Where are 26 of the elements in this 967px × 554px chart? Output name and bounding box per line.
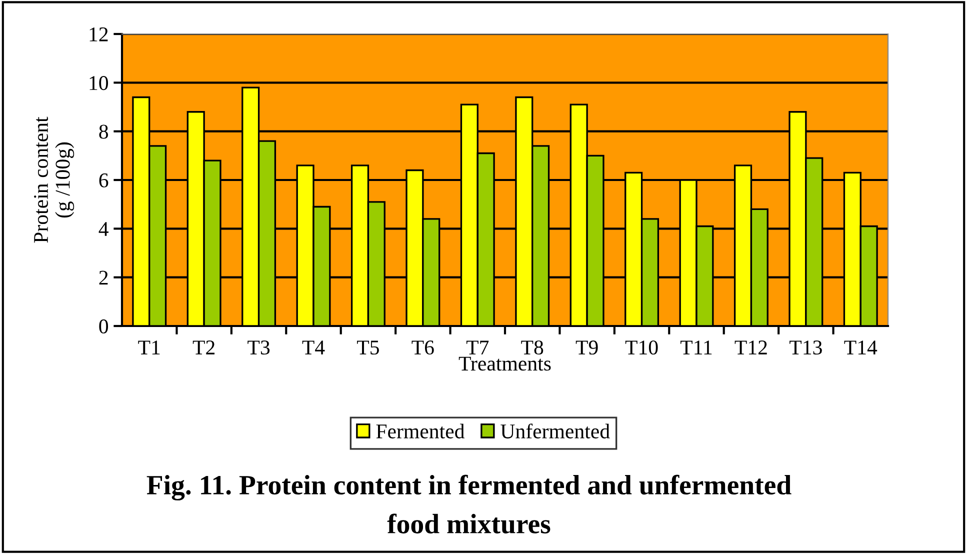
legend-label: Unfermented [500, 424, 610, 438]
y-tick-label: 10 [90, 76, 108, 90]
y-tick-label: 0 [99, 319, 108, 334]
text: Fig. 11. Protein content in fermented and unfermented food mixtures [146, 474, 792, 534]
x-tick-label: T8 [521, 340, 544, 355]
x-tick-label: T3 [248, 340, 270, 355]
x-tick-label: T2 [192, 340, 214, 354]
y-axis-title: Protein content (g /100g) [34, 116, 74, 243]
x-tick-label: T6 [412, 340, 434, 355]
x-tick-label: T4 [302, 340, 325, 354]
x-tick-label: T10 [625, 340, 658, 355]
y-tick-label: 6 [99, 173, 108, 188]
x-tick-label: T7 [466, 340, 489, 354]
x-tick-label: T5 [357, 340, 379, 355]
x-axis-title: Treatments [458, 356, 551, 371]
x-tick-label: T1 [138, 340, 160, 354]
x-tick-label: T14 [844, 340, 878, 354]
x-tick-label: T11 [680, 340, 712, 354]
y-tick-label: 12 [90, 27, 108, 42]
y-tick-label: 2 [99, 270, 108, 285]
legend-label: Fermented [376, 424, 465, 438]
y-tick-label: 4 [98, 222, 108, 236]
x-tick-label: T12 [734, 340, 767, 354]
x-tick-label: T13 [790, 340, 822, 355]
y-tick-label: 8 [99, 124, 108, 139]
x-tick-label: T9 [576, 340, 598, 355]
